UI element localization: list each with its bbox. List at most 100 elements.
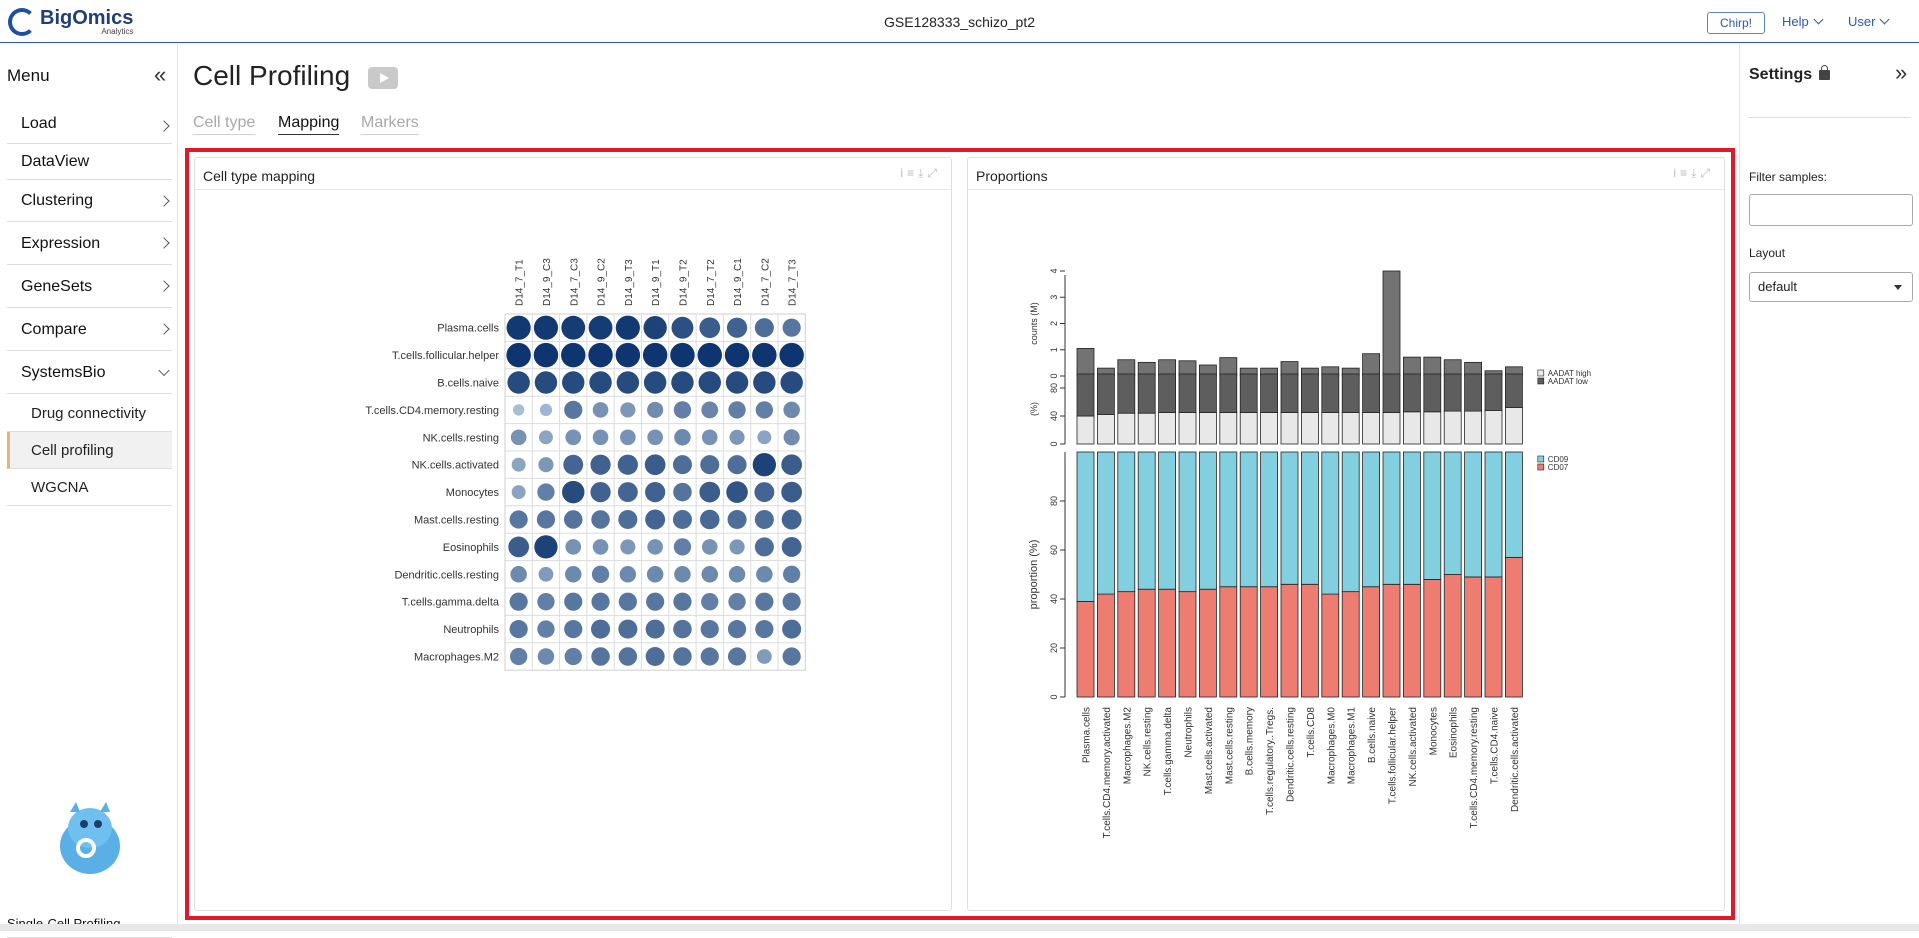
heatmap-cell bbox=[672, 509, 692, 530]
stacked-bar-segment bbox=[1505, 407, 1523, 445]
stacked-bar-segment bbox=[1076, 415, 1095, 445]
chevron-right-icon bbox=[158, 237, 170, 249]
stacked-bar-segment bbox=[1219, 412, 1238, 445]
stacked-bar-segment bbox=[1484, 409, 1503, 445]
row-label: Neutrophils bbox=[443, 624, 499, 636]
category-label: Macrophages.M1 bbox=[1347, 707, 1358, 785]
expand-icon[interactable]: ⤢ bbox=[1700, 166, 1714, 180]
category-label: NK.cells.resting bbox=[1143, 707, 1154, 776]
heatmap-cell bbox=[645, 509, 666, 530]
category-label: T.cells.follicular.helper bbox=[1388, 706, 1399, 804]
video-play-icon[interactable] bbox=[368, 67, 398, 89]
download-icon[interactable]: ⤓ bbox=[1691, 166, 1701, 180]
stacked-bar-segment bbox=[1443, 451, 1462, 575]
sidebar-item-genesets[interactable]: GeneSets bbox=[7, 265, 172, 308]
lock-icon[interactable] bbox=[1819, 65, 1830, 80]
sidebar-subitem-wgcna[interactable]: WGCNA bbox=[7, 469, 172, 506]
expand-icon[interactable]: ⤢ bbox=[927, 166, 941, 180]
stacked-bar-segment bbox=[1178, 412, 1197, 445]
stacked-bar-segment bbox=[1280, 373, 1299, 413]
heatmap-cell bbox=[509, 510, 528, 529]
heatmap-cell bbox=[780, 371, 803, 394]
filter-samples-input[interactable] bbox=[1749, 194, 1913, 226]
heatmap-cell bbox=[511, 485, 526, 500]
heatmap-cell bbox=[724, 342, 750, 368]
heatmap-cell bbox=[538, 430, 553, 445]
heatmap-cell bbox=[781, 454, 803, 476]
heatmap-cell bbox=[646, 566, 664, 583]
chirp-button[interactable]: Chirp! bbox=[1707, 12, 1765, 34]
stacked-bar-segment bbox=[1096, 593, 1115, 698]
heatmap-cell bbox=[647, 429, 663, 446]
legend-label: CD07 bbox=[1548, 463, 1569, 472]
heatmap-cell bbox=[537, 620, 555, 638]
heatmap-cell bbox=[512, 404, 525, 416]
chevron-down-icon bbox=[1813, 14, 1824, 25]
stacked-bar-segment bbox=[1198, 412, 1217, 445]
y-axis-label: proportion (%) bbox=[1028, 540, 1040, 610]
sidebar-item-systemsbio[interactable]: SystemsBio bbox=[7, 351, 172, 394]
heatmap-cell bbox=[782, 565, 801, 583]
menu-icon[interactable]: ≡ bbox=[1680, 166, 1692, 180]
sidebar-item-label: GeneSets bbox=[21, 278, 93, 295]
sidebar-item-compare[interactable]: Compare bbox=[7, 308, 172, 351]
sidebar-item-clustering[interactable]: Clustering bbox=[7, 180, 172, 222]
stacked-bar-segment bbox=[1219, 451, 1238, 588]
stacked-bar-segment bbox=[1464, 373, 1483, 412]
heatmap-cell bbox=[701, 566, 718, 583]
double-chevron-right-icon[interactable]: » bbox=[1895, 60, 1908, 85]
heatmap-cell bbox=[755, 620, 774, 639]
sidebar-item-expression[interactable]: Expression bbox=[7, 222, 172, 265]
heatmap-cell bbox=[536, 510, 556, 529]
heatmap-cell bbox=[619, 566, 637, 583]
heatmap-cell bbox=[782, 647, 801, 666]
card-divider bbox=[968, 189, 1724, 190]
heatmap-cell bbox=[700, 620, 719, 639]
sidebar-subitem-drug-connectivity[interactable]: Drug connectivity bbox=[7, 396, 172, 432]
bigomics-logo[interactable]: BigOmics Analytics bbox=[8, 8, 133, 36]
info-icon[interactable]: i bbox=[1673, 166, 1681, 180]
column-label: D14_9_C3 bbox=[542, 258, 553, 306]
stacked-bar-segment bbox=[1464, 576, 1483, 698]
user-menu[interactable]: User bbox=[1848, 14, 1890, 29]
heatmap-cell bbox=[507, 371, 530, 394]
heatmap-cell bbox=[674, 429, 691, 446]
stacked-bar-segment bbox=[1158, 373, 1177, 413]
stacked-bar-segment bbox=[1423, 411, 1442, 445]
double-chevron-left-icon[interactable]: « bbox=[154, 62, 167, 87]
tab-mapping[interactable]: Mapping bbox=[278, 114, 340, 135]
stacked-bar-segment bbox=[1219, 586, 1238, 698]
stacked-bar-segment bbox=[1464, 451, 1483, 578]
y-tick-label: 1 bbox=[1049, 347, 1059, 352]
row-label: Monocytes bbox=[446, 487, 500, 499]
help-menu[interactable]: Help bbox=[1782, 14, 1824, 29]
sidebar-item-load[interactable]: Load bbox=[7, 108, 172, 144]
stacked-bar-segment bbox=[1260, 373, 1279, 413]
heatmap-cell bbox=[643, 371, 667, 394]
category-label: Plasma.cells bbox=[1082, 707, 1093, 763]
row-label: T.cells.CD4.memory.resting bbox=[365, 405, 499, 417]
heatmap-cell bbox=[590, 481, 611, 503]
layout-select[interactable]: default bbox=[1749, 272, 1913, 302]
stacked-bar-segment bbox=[1158, 451, 1177, 590]
tab-cell-type[interactable]: Cell type bbox=[193, 114, 256, 135]
heatmap-cell bbox=[588, 342, 613, 368]
stacked-bar-segment bbox=[1341, 373, 1360, 413]
menu-icon[interactable]: ≡ bbox=[907, 166, 919, 180]
heatmap-cell bbox=[755, 592, 774, 611]
sidebar-subitem-cell-profiling[interactable]: Cell profiling bbox=[7, 432, 172, 469]
download-icon[interactable]: ⤓ bbox=[918, 166, 928, 180]
heatmap-cell bbox=[508, 536, 530, 558]
tab-markers[interactable]: Markers bbox=[361, 114, 419, 135]
category-label: Dendritic.cells.activated bbox=[1510, 707, 1521, 812]
column-label: D14_9_C1 bbox=[733, 258, 744, 306]
stacked-bar-segment bbox=[1137, 588, 1156, 698]
column-label: D14_7_T3 bbox=[788, 259, 799, 306]
heatmap-cell bbox=[561, 315, 586, 340]
sidebar-item-dataview[interactable]: DataView bbox=[7, 144, 172, 180]
stacked-bar-segment bbox=[1096, 414, 1115, 445]
bottom-scrollbar[interactable] bbox=[0, 924, 1919, 931]
heatmap-cell bbox=[617, 454, 638, 475]
info-icon[interactable]: i bbox=[900, 166, 908, 180]
stacked-bar-segment bbox=[1117, 591, 1136, 698]
